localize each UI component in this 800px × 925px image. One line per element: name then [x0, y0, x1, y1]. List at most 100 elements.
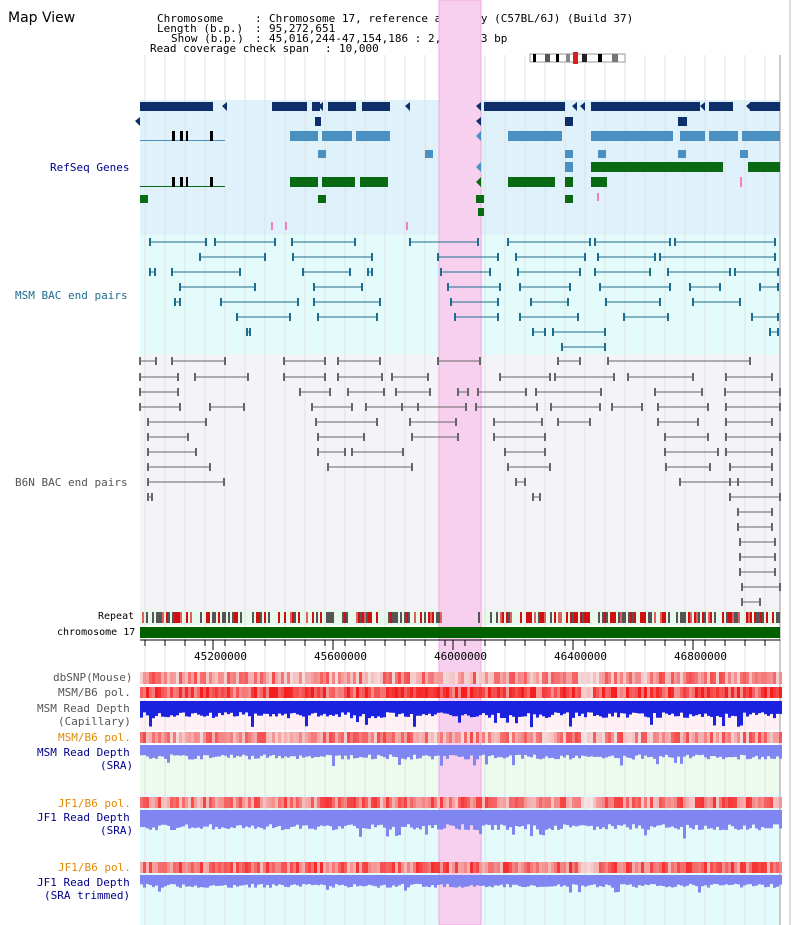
ideogram-band	[598, 54, 602, 62]
jf1-pol-band-1	[314, 797, 317, 808]
capillary-depth-bar	[179, 701, 182, 713]
length-key: Length (b.p.)	[157, 22, 244, 35]
jf1-sra-depth-bar	[734, 810, 737, 829]
repeat-mark	[342, 612, 344, 623]
capillary-depth-bar	[239, 701, 242, 713]
capillary-depth-bar	[521, 701, 524, 717]
jf1-pol-band-1	[386, 797, 389, 808]
track-label-msm-bac[interactable]: MSM BAC end pairs	[15, 289, 128, 302]
bac-end	[179, 403, 181, 411]
jf1-pol-band-1	[506, 797, 509, 808]
dbsnp-band	[728, 672, 731, 684]
msm-pol-band-2	[215, 732, 218, 743]
jf1-sra-depth-bar	[449, 810, 452, 826]
bac-end	[589, 238, 591, 246]
bac-end	[725, 373, 727, 381]
capillary-depth-bar	[767, 701, 770, 716]
track-label-b6n-bac[interactable]: B6N BAC end pairs	[15, 476, 128, 489]
track-label-refseq[interactable]: RefSeq Genes	[50, 161, 130, 174]
capillary-depth-bar	[611, 701, 614, 717]
jf1-pol-band-2	[761, 862, 764, 873]
msm-sra-depth-bar	[767, 745, 770, 757]
jf1-pol-band-1	[161, 797, 164, 808]
msm-pol-band-2	[197, 732, 200, 743]
repeat-mark	[370, 612, 372, 623]
gene-block	[362, 102, 390, 111]
jf1-pol-band-2	[605, 862, 608, 873]
capillary-depth-bar	[275, 701, 278, 717]
msm-pol-band-2	[740, 732, 743, 743]
msm-sra-depth-bar	[659, 745, 662, 757]
repeat-mark	[776, 612, 778, 623]
jf1-sra-depth-bar	[224, 810, 227, 829]
jf1-pol-band-2	[548, 862, 551, 873]
jf1-pol-band-1	[596, 797, 599, 808]
jf1-sra-trimmed-depth-bar	[422, 875, 425, 887]
jf1-sra-trimmed-depth-bar	[428, 875, 431, 888]
dbsnp-band	[533, 672, 536, 684]
dbsnp-band	[446, 672, 449, 684]
repeat-mark	[178, 612, 180, 623]
bac-end	[395, 388, 397, 396]
repeat-mark	[424, 612, 426, 623]
msm-sra-depth-bar	[362, 745, 365, 758]
msm-pol-band	[377, 687, 380, 698]
jf1-pol-band-2	[173, 862, 176, 873]
msm-pol-band	[530, 687, 533, 698]
msm-pol-band-2	[179, 732, 182, 743]
dbsnp-band	[257, 672, 260, 684]
msm-pol-band	[641, 687, 644, 698]
jf1-pol-band-2	[350, 862, 353, 873]
repeat-mark	[166, 612, 168, 623]
capillary-depth-bar	[488, 701, 491, 718]
jf1-sra-trimmed-depth-bar	[167, 875, 170, 885]
jf1-pol-band-2	[407, 862, 410, 873]
jf1-pol-band-2	[278, 862, 281, 873]
msm-pol-band	[401, 687, 404, 698]
capillary-depth-bar	[656, 701, 659, 718]
repeat-mark	[146, 612, 148, 623]
msm-sra-depth-bar	[452, 745, 455, 756]
jf1-sra-trimmed-depth-bar	[353, 875, 356, 885]
jf1-pol-band-1	[176, 797, 179, 808]
msm-pol-band	[233, 687, 236, 698]
msm-sra-depth-bar	[254, 745, 257, 759]
jf1-pol-band-1	[710, 797, 713, 808]
repeat-mark	[722, 612, 724, 623]
bac-end	[367, 268, 369, 276]
msm-pol-band-2	[557, 732, 560, 743]
repeat-mark	[684, 612, 686, 623]
capillary-depth-bar	[359, 701, 362, 717]
jf1-sra-depth-bar	[398, 810, 401, 836]
msm-pol-band-2	[437, 732, 440, 743]
msm-pol-band	[302, 687, 305, 698]
msm-sra-depth-bar	[413, 745, 416, 755]
jf1-pol-band-2	[512, 862, 515, 873]
repeat-mark	[710, 612, 712, 623]
jf1-sra-trimmed-depth-bar	[677, 875, 680, 885]
msm-sra-depth-bar	[473, 745, 476, 766]
msm-sra-depth-bar	[461, 745, 464, 757]
jf1-pol-band-2	[623, 862, 626, 873]
bac-end	[220, 298, 222, 306]
bac-end	[749, 357, 751, 365]
jf1-sra-depth-bar	[170, 810, 173, 831]
capillary-depth-bar	[569, 701, 572, 727]
jf1-sra-depth-bar	[539, 810, 542, 835]
msm-pol-band-2	[251, 732, 254, 743]
repeat-mark	[542, 612, 544, 623]
msm-pol-band-2	[779, 732, 782, 743]
dbsnp-band	[329, 672, 332, 684]
bac-end	[249, 328, 251, 336]
jf1-sra-depth-bar	[242, 810, 245, 829]
jf1-sra-depth-bar	[515, 810, 518, 827]
msm-sra-depth-bar	[545, 745, 548, 757]
msm-pol-band	[317, 687, 320, 698]
jf1-sra-trimmed-depth-bar	[143, 875, 146, 888]
repeat-mark	[160, 612, 162, 623]
jf1-sra-depth-bar	[581, 810, 584, 826]
capillary-depth-bar	[692, 701, 695, 717]
capillary-depth-bar	[479, 701, 482, 715]
dbsnp-band	[191, 672, 194, 684]
